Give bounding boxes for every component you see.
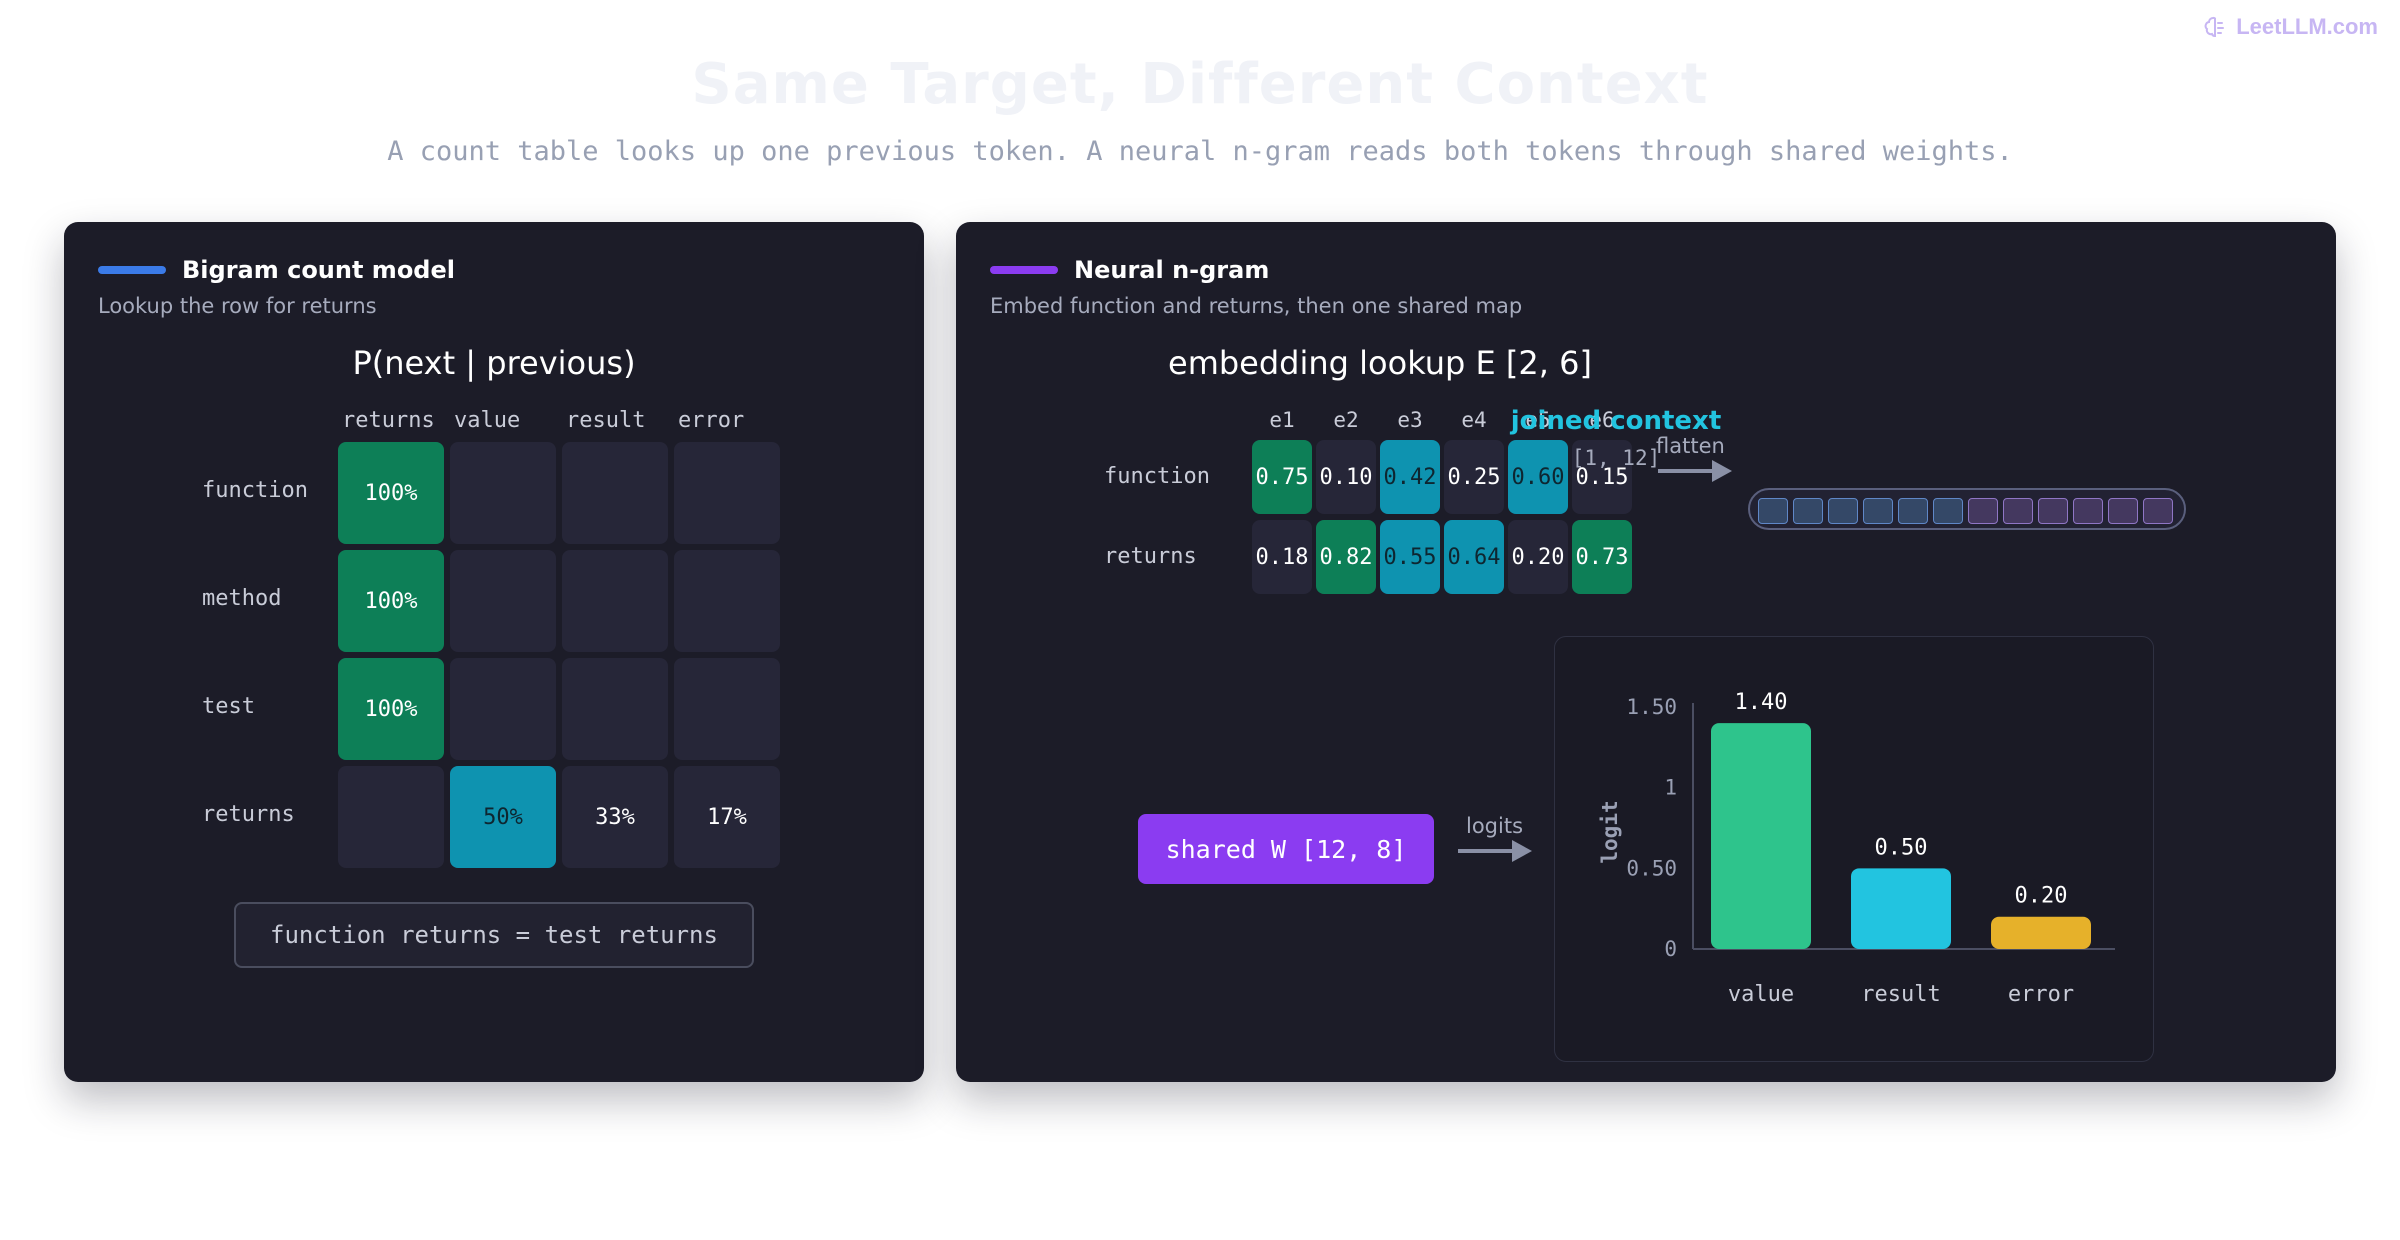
equivalence-note: function returns = test returns bbox=[234, 902, 754, 968]
x-tick-label: value bbox=[1728, 982, 1794, 1007]
embedding-cell: 0.60 bbox=[1508, 440, 1568, 514]
y-tick-label: 1.50 bbox=[1626, 695, 1677, 719]
embedding-cell: 0.15 bbox=[1572, 440, 1632, 514]
y-axis-label: logit bbox=[1598, 800, 1622, 863]
table-cell bbox=[450, 658, 556, 760]
column-header: returns bbox=[342, 408, 435, 433]
embedding-column-header: e2 bbox=[1333, 408, 1359, 432]
column-header: value bbox=[454, 408, 521, 433]
table-cell: 100% bbox=[338, 658, 444, 760]
vector-slot bbox=[1863, 498, 1893, 524]
y-tick-label: 1 bbox=[1664, 776, 1677, 800]
table-cell bbox=[674, 442, 780, 544]
table-cell: 50% bbox=[450, 766, 556, 868]
neural-panel-header: Neural n-gram bbox=[990, 256, 1269, 284]
table-cell bbox=[562, 658, 668, 760]
table-cell bbox=[562, 550, 668, 652]
panel-description: Embed function and returns, then one sha… bbox=[990, 294, 1523, 318]
shared-weights-box: shared W [12, 8] bbox=[1138, 814, 1434, 884]
y-tick-label: 0.50 bbox=[1626, 856, 1677, 880]
bar-value-label: 0.20 bbox=[2015, 884, 2068, 909]
bar-value bbox=[1711, 723, 1811, 949]
row-header: returns bbox=[202, 802, 295, 827]
vector-slot bbox=[1968, 498, 1998, 524]
x-tick-label: error bbox=[2008, 982, 2074, 1007]
bar-result bbox=[1851, 868, 1951, 949]
joined-context-title: joined context bbox=[1510, 406, 1722, 436]
embedding-cell: 0.42 bbox=[1380, 440, 1440, 514]
vector-slot bbox=[1828, 498, 1858, 524]
vector-slot bbox=[1793, 498, 1823, 524]
y-tick-label: 0 bbox=[1664, 937, 1677, 961]
embedding-cell: 0.20 bbox=[1508, 520, 1568, 594]
table-cell bbox=[562, 442, 668, 544]
vector-slot bbox=[2108, 498, 2138, 524]
joined-context-vector bbox=[1748, 488, 2186, 530]
embedding-row-header: function bbox=[1104, 464, 1210, 489]
logit-chart: 0 0.50 1 1.50 logit 1.40 value 0.50 result 0.20 er… bbox=[1554, 636, 2154, 1062]
embedding-title: embedding lookup E [2, 6] bbox=[1168, 344, 1592, 382]
table-cell: 100% bbox=[338, 442, 444, 544]
embedding-column-header: e1 bbox=[1269, 408, 1295, 432]
row-header: method bbox=[202, 586, 282, 611]
embedding-column-header: e6 bbox=[1589, 408, 1615, 432]
table-cell bbox=[450, 550, 556, 652]
table-cell: 100% bbox=[338, 550, 444, 652]
table-cell bbox=[674, 550, 780, 652]
page-subtitle: A count table looks up one previous toke… bbox=[387, 136, 2013, 167]
vector-slot bbox=[2073, 498, 2103, 524]
embedding-column-header: e5 bbox=[1525, 408, 1551, 432]
vector-slot bbox=[2003, 498, 2033, 524]
accent-bar bbox=[98, 266, 166, 274]
embedding-cell: 0.10 bbox=[1316, 440, 1376, 514]
table-cell bbox=[674, 658, 780, 760]
bar-value-label: 1.40 bbox=[1735, 690, 1788, 715]
logits-label: logits bbox=[1466, 814, 1524, 838]
vector-slot bbox=[2143, 498, 2173, 524]
row-header: function bbox=[202, 478, 308, 503]
page-title: Same Target, Different Context bbox=[691, 52, 1709, 117]
table-cell: 33% bbox=[562, 766, 668, 868]
accent-bar bbox=[990, 266, 1058, 274]
bigram-panel-header: Bigram count model bbox=[98, 256, 455, 284]
vector-slot bbox=[1933, 498, 1963, 524]
column-header: error bbox=[678, 408, 745, 433]
flatten-arrow-icon bbox=[1658, 460, 1732, 482]
embedding-row-header: returns bbox=[1104, 544, 1197, 569]
embedding-cell: 0.75 bbox=[1252, 440, 1312, 514]
panel-description: Lookup the row for returns bbox=[98, 294, 377, 318]
vector-slot bbox=[1898, 498, 1928, 524]
table-title: P(next | previous) bbox=[352, 344, 636, 382]
bar-value-label: 0.50 bbox=[1875, 835, 1928, 860]
vector-slot bbox=[2038, 498, 2068, 524]
neural-ngram-panel: Neural n-gram Embed function and returns… bbox=[956, 222, 2336, 1082]
embedding-cell: 0.82 bbox=[1316, 520, 1376, 594]
logits-arrow-icon bbox=[1458, 840, 1532, 862]
brain-icon bbox=[2204, 16, 2225, 37]
embedding-cell: 0.25 bbox=[1444, 440, 1504, 514]
logit-bar-chart: 0 0.50 1 1.50 logit 1.40 value 0.50 result 0.20 er… bbox=[1598, 690, 2115, 1007]
table-cell bbox=[450, 442, 556, 544]
embedding-column-header: e3 bbox=[1397, 408, 1423, 432]
embedding-cell: 0.64 bbox=[1444, 520, 1504, 594]
embedding-column-header: e4 bbox=[1461, 408, 1487, 432]
embedding-cell: 0.18 bbox=[1252, 520, 1312, 594]
table-cell: 17% bbox=[674, 766, 780, 868]
bar-error bbox=[1991, 916, 2091, 949]
column-header: result bbox=[566, 408, 646, 433]
embedding-cell: 0.55 bbox=[1380, 520, 1440, 594]
panel-name: Neural n-gram bbox=[1074, 256, 1270, 284]
brand-logo[interactable]: LeetLLM.com bbox=[2204, 14, 2378, 40]
x-tick-label: result bbox=[1861, 982, 1940, 1007]
row-header: test bbox=[202, 694, 255, 719]
vector-slot bbox=[1758, 498, 1788, 524]
brand-name: LeetLLM.com bbox=[2236, 14, 2378, 39]
flatten-label: flatten bbox=[1656, 434, 1725, 458]
joined-context-shape: [1, 12] bbox=[1571, 446, 1661, 470]
table-cell bbox=[338, 766, 444, 868]
embedding-cell: 0.73 bbox=[1572, 520, 1632, 594]
panel-name: Bigram count model bbox=[182, 256, 455, 284]
bigram-panel: Bigram count model Lookup the row for re… bbox=[64, 222, 924, 1082]
